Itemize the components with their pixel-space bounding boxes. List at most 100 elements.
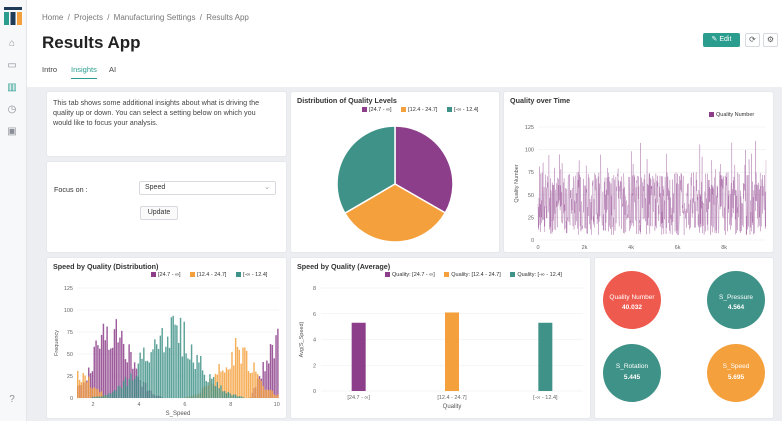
x-tick-label: [-∞ - 12.4]	[533, 395, 558, 401]
histogram-bar	[122, 343, 125, 398]
average-bar	[538, 322, 553, 391]
histogram-bar	[183, 321, 185, 398]
tab-intro[interactable]: Intro	[42, 65, 58, 74]
legend-item[interactable]: [24.7 - ∞]	[362, 107, 392, 113]
page-title: Results App	[42, 33, 141, 52]
legend-label: [-∞ - 12.4]	[454, 107, 479, 113]
histogram-bar	[234, 337, 237, 398]
histogram-bar	[168, 347, 171, 398]
breadcrumb-projects[interactable]: Projects	[74, 13, 103, 22]
histogram-bar	[117, 342, 119, 398]
image-icon[interactable]: ▣	[7, 126, 17, 137]
average-chart-card: Speed by Quality (Average) Quality: [24.…	[291, 258, 590, 418]
histogram-bar	[245, 350, 248, 398]
histogram-bar	[203, 374, 206, 398]
legend-item[interactable]: Quality: [-∞ - 12.4]	[510, 272, 562, 278]
histogram-bar	[143, 347, 145, 398]
chart-icon[interactable]: ▥	[7, 82, 17, 93]
y-tick-label: 25	[67, 374, 73, 380]
histogram-bar	[247, 371, 250, 398]
histogram-bar	[225, 393, 228, 398]
y-tick-label: 0	[70, 396, 73, 402]
legend-label: Quality Number	[716, 112, 755, 118]
histogram-bar	[78, 379, 81, 398]
histogram-bar	[231, 351, 233, 398]
kpi-label: S_Rotation	[615, 363, 649, 370]
settings-button[interactable]: ⚙	[763, 33, 778, 47]
histogram-bar	[91, 371, 94, 398]
histogram-bar	[196, 354, 198, 398]
histogram-bar	[255, 371, 257, 398]
histogram-bar	[133, 378, 136, 398]
y-tick-label: 0	[531, 238, 534, 244]
breadcrumb-home[interactable]: Home	[42, 13, 64, 22]
histogram-bar	[189, 359, 191, 398]
x-tick-label: 10	[274, 402, 280, 408]
x-tick-label: [24.7 - ∞]	[347, 395, 370, 401]
y-axis-label: Avg(S_Speed)	[299, 322, 305, 358]
help-icon[interactable]: ?	[9, 394, 15, 405]
histogram-bar	[214, 386, 217, 398]
tab-insights[interactable]: Insights	[71, 65, 97, 79]
refresh-button[interactable]: ⟳	[745, 33, 760, 47]
histogram-bar	[267, 363, 270, 398]
breadcrumb-manufacturing-settings[interactable]: Manufacturing Settings	[113, 13, 196, 22]
histogram-bar	[277, 328, 279, 398]
legend-swatch-teal	[510, 272, 516, 277]
edit-button[interactable]: ✎ Edit	[703, 33, 740, 47]
legend-item[interactable]: Quality: [12.4 - 24.7]	[444, 272, 501, 278]
histogram-bar	[229, 393, 231, 398]
update-button[interactable]: Update	[140, 206, 178, 220]
histogram-bar	[192, 362, 195, 398]
x-tick-label: 8	[229, 402, 232, 408]
histogram-bar	[89, 387, 92, 398]
legend-item[interactable]: [-∞ - 12.4]	[447, 107, 478, 113]
histogram-bar	[99, 396, 101, 398]
legend-item[interactable]: [-∞ - 12.4]	[236, 272, 267, 278]
histogram-bar	[185, 353, 187, 398]
tab-ai[interactable]: AI	[109, 65, 117, 74]
average-chart-title: Speed by Quality (Average)	[297, 262, 391, 271]
refresh-icon: ⟳	[749, 35, 756, 44]
histogram-bar	[225, 367, 228, 398]
histogram-bar	[115, 390, 117, 398]
dashboard-content: This tab shows some additional insights …	[27, 87, 782, 421]
histogram-bar	[220, 371, 222, 398]
histogram-bar	[244, 347, 246, 398]
histogram-bar	[262, 385, 264, 398]
y-tick-label: 75	[528, 170, 534, 176]
y-tick-label: 6	[313, 312, 316, 318]
histogram-bar	[236, 396, 239, 398]
sidebar: ⌂ ▭ ▥ ◷ ▣ ?	[0, 0, 27, 421]
legend-item[interactable]: Quality: [24.7 - ∞]	[385, 272, 435, 278]
kpi-label: Quality Number	[609, 294, 655, 301]
histogram-bar	[155, 344, 158, 398]
histogram-bar	[269, 389, 272, 398]
x-axis-label: Quality	[443, 404, 462, 410]
histogram-bar	[102, 395, 105, 398]
histogram-bar	[108, 349, 110, 398]
histogram-bar	[269, 343, 272, 398]
histogram-bar	[157, 348, 160, 398]
legend-swatch-teal	[447, 107, 452, 112]
app-logo[interactable]	[4, 7, 22, 25]
line-legend[interactable]: Quality Number	[709, 112, 754, 118]
histogram-bar	[179, 317, 182, 398]
histogram-bar	[135, 376, 138, 398]
folder-icon[interactable]: ▭	[7, 60, 17, 71]
legend-item[interactable]: [12.4 - 24.7]	[190, 272, 226, 278]
histogram-bar	[113, 329, 116, 398]
pie-chart-title: Distribution of Quality Levels	[297, 96, 397, 105]
legend-item[interactable]: [12.4 - 24.7]	[401, 107, 437, 113]
home-icon[interactable]: ⌂	[8, 38, 16, 49]
histogram-bar	[266, 389, 268, 398]
legend-item[interactable]: [24.7 - ∞]	[151, 272, 181, 278]
histogram-bar	[207, 382, 209, 398]
edit-icon: ✎	[711, 36, 718, 43]
histogram-bar	[97, 345, 99, 398]
histogram-bar	[266, 360, 268, 398]
focus-select[interactable]: Speed ⌄	[139, 181, 276, 195]
histogram-bar	[234, 394, 237, 398]
histogram-bar	[275, 335, 277, 398]
clock-icon[interactable]: ◷	[7, 104, 17, 115]
